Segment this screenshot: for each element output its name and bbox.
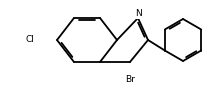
Text: Cl: Cl bbox=[26, 35, 34, 44]
Text: N: N bbox=[135, 9, 141, 18]
Text: Br: Br bbox=[125, 75, 135, 84]
